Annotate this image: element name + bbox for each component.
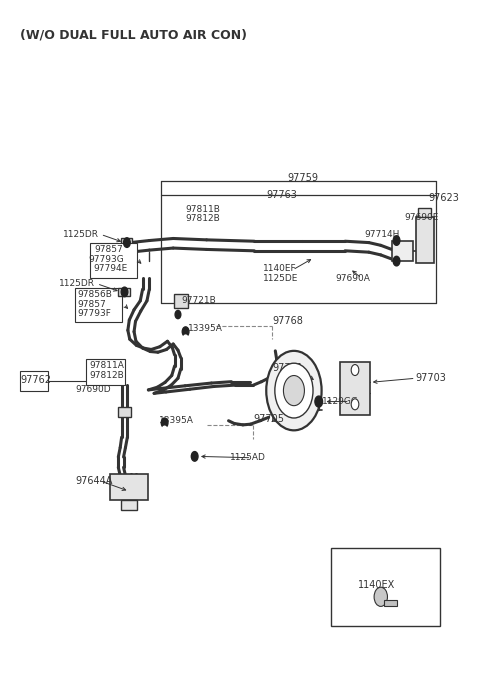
- Text: 97812B: 97812B: [185, 214, 220, 223]
- Text: 1140EX: 1140EX: [359, 580, 396, 590]
- Text: 97705: 97705: [253, 414, 284, 424]
- Text: 1125DR: 1125DR: [59, 279, 95, 288]
- Text: 97763: 97763: [266, 190, 297, 200]
- Circle shape: [183, 335, 188, 342]
- Text: 97690E: 97690E: [405, 213, 439, 222]
- Circle shape: [283, 376, 304, 406]
- Bar: [340, 362, 370, 416]
- Circle shape: [351, 399, 359, 410]
- Text: 97701: 97701: [273, 363, 303, 373]
- Text: 97812B: 97812B: [90, 371, 124, 380]
- Text: 97856B: 97856B: [78, 290, 113, 299]
- Circle shape: [121, 287, 128, 297]
- Bar: [416, 217, 434, 263]
- Text: 97703: 97703: [416, 374, 446, 383]
- Text: 1129GG: 1129GG: [322, 397, 359, 406]
- Circle shape: [266, 351, 322, 430]
- Bar: [418, 208, 431, 217]
- Circle shape: [123, 238, 130, 248]
- Circle shape: [161, 418, 168, 428]
- Text: 97857: 97857: [95, 245, 123, 254]
- Circle shape: [393, 236, 400, 246]
- Circle shape: [351, 365, 359, 376]
- Circle shape: [275, 363, 313, 418]
- Text: 97762: 97762: [21, 375, 51, 385]
- Bar: [392, 241, 413, 261]
- Circle shape: [162, 427, 167, 433]
- Bar: [75, 288, 122, 322]
- Text: 97690D: 97690D: [75, 385, 111, 394]
- Text: 1125DE: 1125DE: [263, 274, 298, 283]
- Circle shape: [192, 451, 198, 461]
- Circle shape: [175, 310, 181, 319]
- Bar: [120, 239, 132, 247]
- Bar: [90, 244, 137, 277]
- Text: 97721B: 97721B: [182, 297, 216, 305]
- Text: (W/O DUAL FULL AUTO AIR CON): (W/O DUAL FULL AUTO AIR CON): [21, 29, 248, 42]
- Text: 97759: 97759: [288, 173, 319, 183]
- Text: 97768: 97768: [273, 316, 303, 325]
- Bar: [120, 500, 137, 510]
- Bar: [384, 599, 397, 606]
- Bar: [174, 294, 188, 308]
- Text: 97793G: 97793G: [89, 255, 124, 264]
- Text: 1140EF: 1140EF: [263, 264, 297, 273]
- Text: 97857: 97857: [78, 300, 107, 309]
- Text: 13395A: 13395A: [188, 324, 222, 333]
- Bar: [118, 407, 131, 417]
- Circle shape: [374, 588, 387, 606]
- Bar: [331, 548, 441, 626]
- Text: 1125DR: 1125DR: [63, 230, 99, 239]
- Bar: [86, 359, 124, 385]
- Text: 97811A: 97811A: [90, 361, 124, 370]
- Bar: [20, 372, 48, 391]
- Text: 97623: 97623: [429, 193, 459, 203]
- Text: 97644A: 97644A: [75, 476, 113, 486]
- Bar: [118, 288, 130, 296]
- Circle shape: [393, 257, 400, 266]
- Circle shape: [315, 396, 323, 407]
- Text: 13395A: 13395A: [159, 416, 194, 425]
- Text: 97794E: 97794E: [94, 264, 128, 273]
- Bar: [110, 474, 148, 500]
- Text: 97793F: 97793F: [78, 310, 112, 319]
- Text: 97714H: 97714H: [364, 230, 399, 239]
- Text: 97811B: 97811B: [185, 204, 220, 213]
- Text: 97690A: 97690A: [336, 274, 370, 283]
- Circle shape: [182, 327, 189, 336]
- Text: 1125AD: 1125AD: [229, 453, 265, 462]
